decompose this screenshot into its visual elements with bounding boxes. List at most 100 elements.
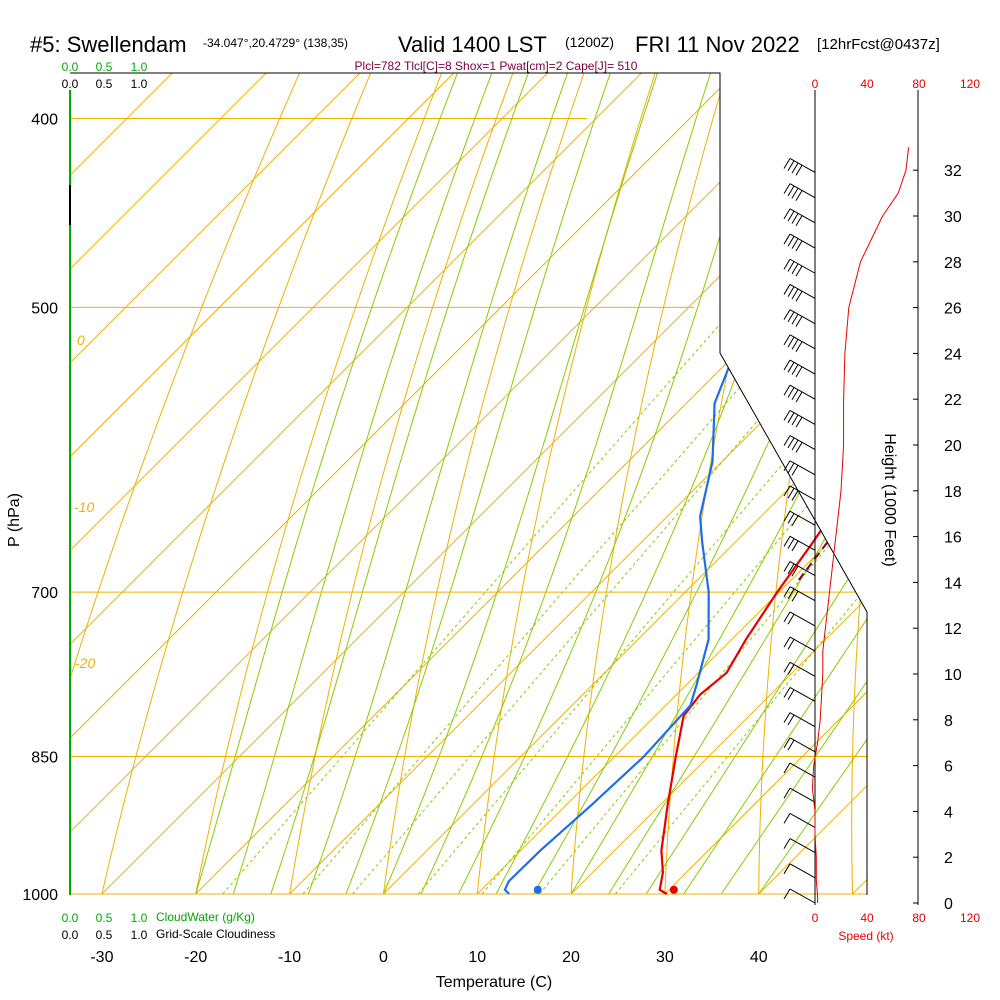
wind-barb-feather [787,286,795,297]
wind-barb-staff [789,561,816,576]
wind-barb-feather [783,359,791,371]
dry-adiabat-label: 0 [77,332,85,348]
valid-time: Valid 1400 LST [398,32,547,57]
mixing-ratio-label: 12 [546,900,561,915]
wind-barb-feather [783,208,791,220]
dry-adiabat [476,73,796,895]
dry-adiabat-label: -20 [75,655,95,671]
wind-barb-feather [783,863,791,875]
moist-adiabat [420,73,848,895]
isotherm [476,73,867,895]
wind-barb-feather [791,540,799,552]
wind-barb-staff [789,460,816,476]
wind-barb-feather [787,336,795,348]
zulu-time: (1200Z) [565,34,614,50]
isotherm [758,73,867,895]
wind-barb-feather [783,787,791,799]
wind-barb-staff [789,183,816,199]
dry-adiabat [570,73,859,895]
wind-barb-feather [783,687,791,698]
wind-barb-staff [789,208,816,224]
moist-adiabat [232,73,654,895]
speed-tick-label: 120 [960,77,980,91]
wind-barb-feather [783,586,791,597]
wind-barb-feather [791,439,799,451]
cloudiness-label: Grid-Scale Cloudiness [156,927,275,941]
dry-adiabat-label: 30 [845,547,861,563]
wind-barb-staff [789,636,816,652]
wind-barb-staff [789,787,816,803]
wind-barb-staff [789,359,816,375]
wind-barb-feather [787,513,795,524]
wind-barb-feather [783,233,791,245]
dry-adiabat [851,73,867,895]
wind-barb-feather [795,391,803,403]
wind-barb-feather [783,636,791,648]
wind-barb-feather [783,258,791,270]
wind-barb-staff [789,586,816,602]
wind-barb-staff [789,384,816,400]
temp-tick-label: -30 [90,949,113,966]
wind-barb-feather [791,565,799,577]
wind-barb-staff [789,737,816,753]
wind-barb-feather [783,813,791,824]
height-tick-label: 2 [944,850,953,867]
isotherm [70,73,560,895]
wind-barb-staff [789,838,816,854]
wind-barb-feather [783,183,791,194]
mixing-ratio-line [417,118,867,895]
wind-barb-feather [791,515,799,527]
isotherm [70,73,867,895]
sounding-traces [503,73,867,895]
wind-barb-feather [791,162,799,174]
wind-barb-feather [787,412,795,423]
mixing-ratio-label: 2 [311,900,320,915]
wind-barb-feather [787,437,795,449]
forecast-tag: [12hrFcst@0437z] [817,36,940,53]
wind-barb-feather [783,158,791,169]
cloudiness-tick: 1.0 [131,77,148,91]
wind-barb-feather [783,485,791,497]
moist-adiabat [458,73,867,895]
speed-tick-label: 80 [912,77,926,91]
isotherm [852,73,867,895]
wind-barb-feather [791,188,799,199]
wind-barb-feather [795,190,803,201]
wind-barb-staff [789,485,816,501]
mixing-ratio-label: 3 [364,900,372,915]
moist-adiabat [720,73,867,895]
wind-barb-staff [789,435,816,451]
dry-adiabat-label: -10 [74,499,94,515]
wind-barb-feather [787,185,795,197]
moist-adiabat [758,73,867,895]
temp-tick-label: -20 [184,949,207,966]
speed-tick-label: 120 [960,911,980,925]
wind-barb-feather [791,465,799,476]
wind-barb-feather [783,536,791,547]
wind-barb-feather [783,712,791,723]
height-tick-label: 0 [944,896,953,913]
cloudiness-tick: 0.5 [96,77,113,91]
cloudwater-label: CloudWater (g/Kg) [156,910,255,924]
wind-barb-feather [783,284,791,295]
moist-adiabat [195,73,624,895]
wind-barb-feather [787,160,795,172]
plot-boundary [70,72,868,895]
isotherm [70,73,867,895]
cloudwater-tick: 0.5 [96,60,113,74]
wind-barb-feather [791,263,799,275]
mixing-ratio-line [302,118,867,895]
dry-adiabat [101,73,547,895]
height-tick-label: 30 [944,209,962,226]
wind-barb-feather [787,613,795,625]
station-title: #5: Swellendam [30,32,187,57]
wind-barb-staff [789,334,816,350]
wind-barb-feather [783,435,791,446]
wind-barb-feather [787,210,795,222]
moist-adiabat [270,73,687,895]
wind-barb-staff [789,284,816,299]
mixing-ratio-line [481,118,867,895]
wind-barb-staff [789,309,816,325]
